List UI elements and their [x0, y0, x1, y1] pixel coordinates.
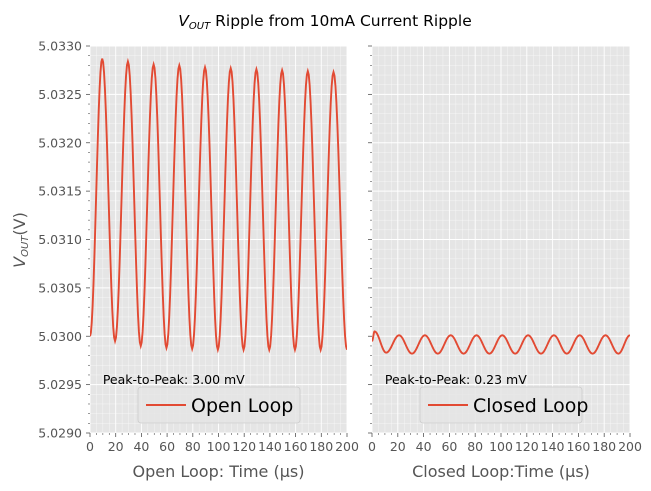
x-tick-label: 100	[489, 439, 513, 454]
legend-label: Closed Loop	[473, 395, 588, 417]
legend-box	[419, 386, 583, 424]
series-line	[372, 330, 630, 355]
x-tick-label: 60	[441, 439, 457, 454]
x-tick-label: 180	[592, 439, 616, 454]
y-tick-label: 5.0300	[38, 329, 82, 344]
open-loop-panel: 0 20 40 60 80 100 120 140 160 180 200 5.0290 5.0295 5…	[38, 39, 359, 482]
x-tick-label: 80	[467, 439, 483, 454]
x-tick-label: 40	[133, 439, 149, 454]
legend: Open Loop	[137, 386, 301, 424]
x-tick-label: 140	[541, 439, 565, 454]
x-tick-label: 60	[159, 439, 175, 454]
x-tick-label: 0	[368, 439, 376, 454]
y-tick-label: 5.0305	[38, 280, 82, 295]
x-axis-label: Open Loop: Time (µs)	[133, 462, 305, 481]
y-tick-label: 5.0310	[38, 232, 82, 247]
y-tick-label: 5.0315	[38, 184, 82, 199]
closed-loop-panel: 0 20 40 60 80 100 120 140 160 180 200 Peak-to-Peak:…	[368, 45, 642, 481]
y-tick-label: 5.0295	[38, 377, 82, 392]
chart-title: VOUT Ripple from 10mA Current Ripple	[178, 12, 471, 32]
x-tick-label: 120	[515, 439, 539, 454]
x-tick-label: 0	[86, 439, 94, 454]
x-tick-label: 160	[566, 439, 590, 454]
legend-label: Open Loop	[191, 395, 293, 417]
x-tick-label: 200	[335, 439, 359, 454]
x-axis-label: Closed Loop:Time (µs)	[412, 462, 590, 481]
peak-to-peak-annotation: Peak-to-Peak: 0.23 mV	[385, 372, 527, 387]
legend-box	[137, 386, 301, 424]
y-tick-label: 5.0330	[38, 39, 82, 54]
y-tick-label: 5.0325	[38, 87, 82, 102]
y-tick-label: 5.0320	[38, 135, 82, 150]
legend: Closed Loop	[419, 386, 588, 424]
x-tick-label: 100	[207, 439, 231, 454]
x-tick-label: 40	[416, 439, 432, 454]
x-tick-label: 180	[309, 439, 333, 454]
x-tick-label: 140	[258, 439, 282, 454]
x-tick-label: 80	[185, 439, 201, 454]
series-line	[90, 57, 347, 354]
x-tick-label: 120	[232, 439, 256, 454]
y-axis-label: VOUT(V)	[10, 212, 31, 268]
x-tick-label: 160	[284, 439, 308, 454]
peak-to-peak-annotation: Peak-to-Peak: 3.00 mV	[103, 372, 245, 387]
x-tick-label: 20	[390, 439, 406, 454]
x-tick-label: 20	[108, 439, 124, 454]
grid	[89, 45, 348, 434]
x-tick-label: 200	[618, 439, 642, 454]
y-tick-label: 5.0290	[38, 426, 82, 441]
